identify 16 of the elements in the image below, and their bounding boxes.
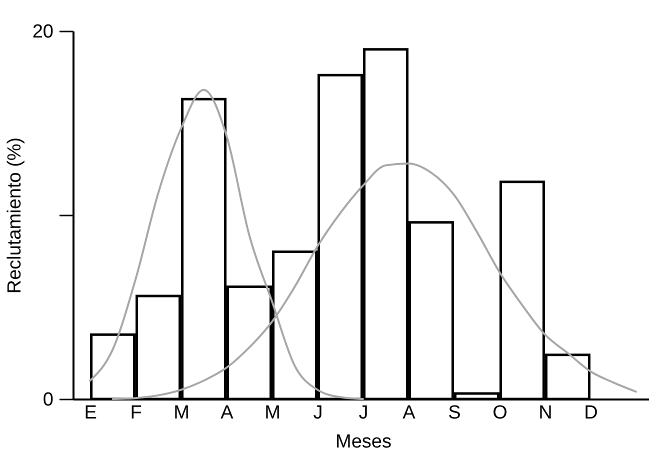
x-tick-label: S xyxy=(448,402,461,424)
x-tick-label: M xyxy=(264,402,280,424)
x-axis-title: Meses xyxy=(336,432,392,452)
y-tick-label: 0 xyxy=(42,390,54,410)
x-tick-label: N xyxy=(538,402,552,424)
x-tick-label: A xyxy=(220,402,234,424)
y-tick-label: 20 xyxy=(32,22,54,42)
x-tick-label: A xyxy=(402,402,416,424)
x-tick-label: E xyxy=(84,402,97,424)
x-tick-label: J xyxy=(313,402,323,424)
x-tick-label: J xyxy=(358,402,368,424)
x-tick-label: D xyxy=(584,402,598,424)
x-tick-label: M xyxy=(174,402,190,424)
y-axis-title: Reclutamiento (%) xyxy=(4,137,26,294)
x-tick-label: F xyxy=(130,402,142,424)
x-tick-label: O xyxy=(492,402,508,424)
